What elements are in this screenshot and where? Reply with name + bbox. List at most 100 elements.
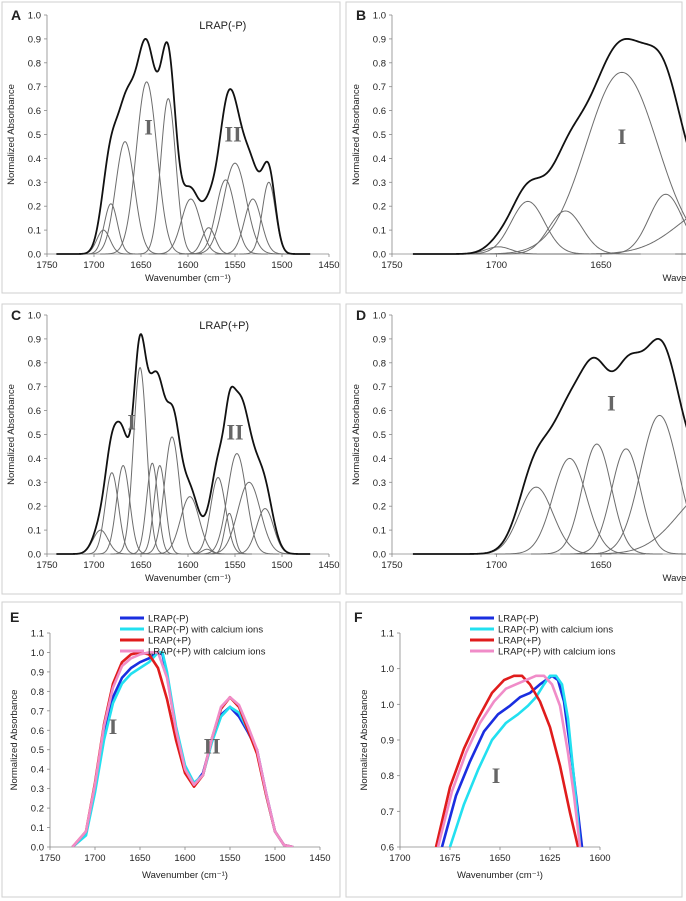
legend-label: LRAP(-P) with calcium ions xyxy=(148,625,263,636)
y-tick-label: 0.9 xyxy=(381,736,394,747)
component-band-4 xyxy=(574,414,686,555)
y-tick-label: 0.6 xyxy=(373,406,386,417)
component-band-4 xyxy=(126,462,178,555)
x-tick-label: 1550 xyxy=(224,560,245,571)
y-tick-label: 0.8 xyxy=(381,771,394,782)
series-line-3 xyxy=(71,651,294,847)
panel-letter: D xyxy=(356,307,366,323)
x-tick-label: 1600 xyxy=(177,560,198,571)
legend-label: LRAP(+P) xyxy=(148,636,191,647)
legend-label: LRAP(+P) with calcium ions xyxy=(498,647,616,658)
y-tick-label: 0.3 xyxy=(31,784,44,795)
component-band-3 xyxy=(560,448,686,555)
y-tick-label: 0.5 xyxy=(31,745,44,756)
x-tick-label: 1750 xyxy=(39,853,60,864)
component-band-2 xyxy=(490,210,641,255)
legend-label: LRAP(-P) xyxy=(148,614,189,625)
component-band-9 xyxy=(214,198,291,255)
y-tick-label: 0.8 xyxy=(373,358,386,369)
panel-frame xyxy=(1,303,341,595)
x-tick-label: 1600 xyxy=(589,853,610,864)
band-label: II xyxy=(226,419,243,444)
y-tick-label: 0.6 xyxy=(31,726,44,737)
y-tick-label: 0.9 xyxy=(31,667,44,678)
y-tick-label: 0.8 xyxy=(28,358,41,369)
legend-label: LRAP(+P) xyxy=(498,636,541,647)
band-label: I xyxy=(144,115,153,140)
series-line-3 xyxy=(436,674,582,847)
y-tick-label: 0.6 xyxy=(373,106,386,117)
component-band-2 xyxy=(82,141,168,255)
component-band-1 xyxy=(81,203,141,255)
component-band-3 xyxy=(110,366,170,555)
y-tick-label: 0.1 xyxy=(28,226,41,237)
x-tick-label: 1700 xyxy=(486,260,507,271)
y-tick-label: 0.9 xyxy=(28,34,41,45)
y-tick-label: 1.1 xyxy=(31,629,44,640)
y-tick-label: 0.1 xyxy=(373,226,386,237)
band-label: II xyxy=(203,734,220,759)
y-tick-label: 0.9 xyxy=(28,334,41,345)
y-axis-label: Normalized Absorbance xyxy=(6,84,17,185)
y-tick-label: 0.5 xyxy=(28,430,41,441)
x-tick-label: 1750 xyxy=(36,260,57,271)
series-line-1 xyxy=(71,651,294,847)
x-axis-label: Wavenumber (cm⁻¹) xyxy=(145,273,231,284)
component-band-8 xyxy=(184,162,286,255)
y-tick-label: 0.7 xyxy=(373,82,386,93)
panel-a: A 0.0 0.1 0.2 0.3 0.4 0.5 0.6 0.7 0.8 0.9 1.0 1750 17… xyxy=(1,1,341,294)
series-line-2 xyxy=(71,651,294,847)
band-label: I xyxy=(607,391,616,416)
y-tick-label: 0.6 xyxy=(28,106,41,117)
y-tick-label: 0.1 xyxy=(373,526,386,537)
y-tick-label: 0.9 xyxy=(373,334,386,345)
y-tick-label: 0.8 xyxy=(31,687,44,698)
x-tick-label: 1600 xyxy=(177,260,198,271)
panel-c: C 0.0 0.1 0.2 0.3 0.4 0.5 0.6 0.7 0.8 0.9 1.0 1750 17… xyxy=(1,303,341,595)
x-tick-label: 1650 xyxy=(129,853,150,864)
panel-f: F 0.6 0.7 0.8 0.9 1.0 1.0 1.1 1700 1675 1650 1625 16… xyxy=(345,601,683,898)
y-tick-label: 0.0 xyxy=(373,550,386,561)
y-tick-label: 0.4 xyxy=(373,154,386,165)
series-line-0 xyxy=(71,651,294,847)
component-band-1 xyxy=(452,200,604,255)
y-tick-label: 0.9 xyxy=(373,34,386,45)
y-tick-label: 0.4 xyxy=(373,454,386,465)
y-tick-label: 0.4 xyxy=(31,765,44,776)
panel-letter: C xyxy=(11,307,21,323)
y-tick-label: 0.2 xyxy=(28,202,41,213)
x-tick-label: 1700 xyxy=(84,853,105,864)
component-band-7 xyxy=(147,496,233,555)
legend-label: LRAP(-P) xyxy=(498,614,539,625)
y-tick-label: 0.5 xyxy=(373,430,386,441)
y-tick-label: 0.1 xyxy=(31,823,44,834)
y-axis-label: Normalized Absorbance xyxy=(6,384,17,485)
x-tick-label: 1700 xyxy=(83,260,104,271)
x-tick-label: 1700 xyxy=(486,560,507,571)
y-tick-label: 0.0 xyxy=(28,250,41,261)
y-tick-label: 0.0 xyxy=(31,843,44,854)
chart-title: LRAP(-P) xyxy=(199,20,246,32)
x-tick-label: 1500 xyxy=(264,853,285,864)
component-band-2 xyxy=(93,465,153,555)
y-tick-label: 0.3 xyxy=(28,178,41,189)
x-tick-label: 1450 xyxy=(318,260,339,271)
y-tick-label: 0.7 xyxy=(381,807,394,818)
y-axis-label: Normalized Absorbance xyxy=(9,690,20,791)
panel-letter: B xyxy=(356,7,366,23)
x-tick-label: 1700 xyxy=(389,853,410,864)
x-tick-label: 1650 xyxy=(590,560,611,571)
panel-frame xyxy=(1,1,341,294)
y-tick-label: 0.7 xyxy=(373,382,386,393)
y-axis-label: Normalized Absorbance xyxy=(359,690,370,791)
panel-frame xyxy=(1,601,341,898)
component-band-5 xyxy=(546,218,686,255)
y-tick-label: 0.7 xyxy=(31,706,44,717)
y-tick-label: 1.0 xyxy=(31,648,44,659)
component-band-6 xyxy=(138,436,206,555)
panel-letter: E xyxy=(10,609,19,625)
envelope-line xyxy=(412,37,686,255)
component-band-2 xyxy=(530,443,663,555)
y-tick-label: 0.1 xyxy=(28,526,41,537)
x-axis-label: Wavenumber (cm⁻¹) xyxy=(663,573,686,584)
